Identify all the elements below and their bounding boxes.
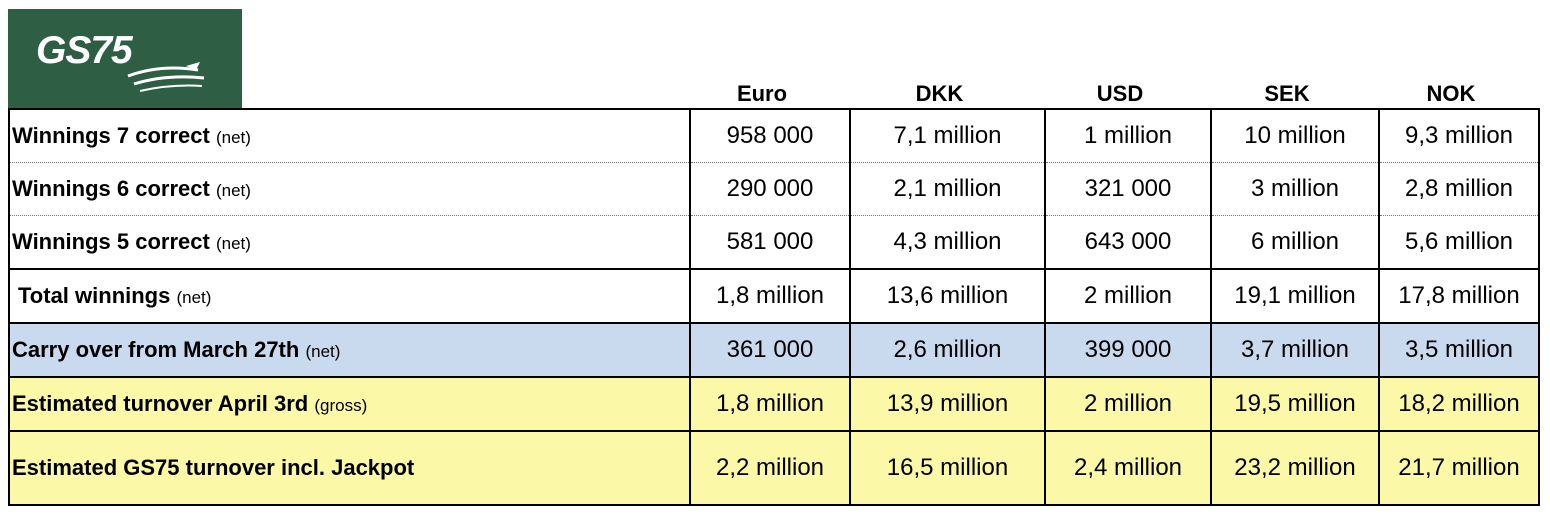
table-row: Winnings 7 correct (net) 958 000 7,1 mil… bbox=[8, 108, 1540, 163]
value-cell: 2,6 million bbox=[850, 323, 1046, 378]
column-header-sek: SEK bbox=[1264, 81, 1310, 106]
column-header-euro: Euro bbox=[736, 81, 788, 106]
value-cell: 10 million bbox=[1211, 108, 1380, 163]
value-cell: 2,2 million bbox=[690, 431, 851, 506]
table-row-carry-over: Carry over from March 27th (net) 361 000… bbox=[8, 323, 1540, 378]
row-qualifier: (net) bbox=[176, 288, 212, 307]
value-cell: 2,8 million bbox=[1379, 162, 1540, 216]
row-label-text: Winnings 6 correct bbox=[12, 176, 210, 201]
value-cell: 2 million bbox=[1045, 377, 1212, 432]
row-label: Estimated turnover April 3rd (gross) bbox=[8, 377, 691, 432]
value-cell: 9,3 million bbox=[1379, 108, 1540, 163]
value-cell: 13,9 million bbox=[850, 377, 1046, 432]
logo-text: GS75 bbox=[36, 29, 133, 72]
value-cell: 4,3 million bbox=[850, 215, 1046, 270]
jackpot-table: Winnings 7 correct (net) 958 000 7,1 mil… bbox=[8, 108, 1540, 506]
value-cell: 2,1 million bbox=[850, 162, 1046, 216]
value-cell: 5,6 million bbox=[1379, 215, 1540, 270]
value-cell: 581 000 bbox=[690, 215, 851, 270]
row-label: Winnings 7 correct (net) bbox=[8, 108, 691, 163]
row-qualifier: (gross) bbox=[314, 396, 368, 415]
value-cell: 3,7 million bbox=[1211, 323, 1380, 378]
row-label-text: Carry over from March 27th bbox=[12, 337, 300, 362]
table-row-estimated-turnover: Estimated turnover April 3rd (gross) 1,8… bbox=[8, 377, 1540, 432]
table-row: Winnings 5 correct (net) 581 000 4,3 mil… bbox=[8, 215, 1540, 270]
value-cell: 19,1 million bbox=[1211, 269, 1380, 324]
value-cell: 1,8 million bbox=[690, 269, 851, 324]
row-qualifier: (net) bbox=[215, 128, 251, 147]
value-cell: 13,6 million bbox=[850, 269, 1046, 324]
horse-speed-lines-icon bbox=[127, 62, 205, 92]
value-cell: 290 000 bbox=[690, 162, 851, 216]
row-label: Total winnings (net) bbox=[8, 269, 691, 324]
value-cell: 3,5 million bbox=[1379, 323, 1540, 378]
value-cell: 6 million bbox=[1211, 215, 1380, 270]
value-cell: 23,2 million bbox=[1211, 431, 1380, 506]
row-label: Winnings 6 correct (net) bbox=[8, 162, 691, 216]
value-cell: 7,1 million bbox=[850, 108, 1046, 163]
gs75-logo: GS75 bbox=[8, 9, 242, 108]
value-cell: 321 000 bbox=[1045, 162, 1212, 216]
table-row-total: Total winnings (net) 1,8 million 13,6 mi… bbox=[8, 269, 1540, 324]
row-label: Carry over from March 27th (net) bbox=[8, 323, 691, 378]
column-header-usd: USD bbox=[1096, 81, 1144, 106]
value-cell: 643 000 bbox=[1045, 215, 1212, 270]
value-cell: 3 million bbox=[1211, 162, 1380, 216]
table-row-estimated-gs75-turnover: Estimated GS75 turnover incl. Jackpot 2,… bbox=[8, 431, 1540, 506]
value-cell: 361 000 bbox=[690, 323, 851, 378]
value-cell: 2 million bbox=[1045, 269, 1212, 324]
row-qualifier: (net) bbox=[215, 234, 251, 253]
value-cell: 18,2 million bbox=[1379, 377, 1540, 432]
value-cell: 19,5 million bbox=[1211, 377, 1380, 432]
value-cell: 21,7 million bbox=[1379, 431, 1540, 506]
row-label: Estimated GS75 turnover incl. Jackpot bbox=[8, 431, 691, 506]
row-label-text: Estimated turnover April 3rd bbox=[12, 391, 309, 416]
row-label-text: Total winnings bbox=[18, 283, 171, 308]
value-cell: 16,5 million bbox=[850, 431, 1046, 506]
column-header-nok: NOK bbox=[1426, 81, 1476, 106]
value-cell: 17,8 million bbox=[1379, 269, 1540, 324]
row-label-text: Winnings 5 correct bbox=[12, 229, 210, 254]
row-qualifier: (net) bbox=[215, 181, 251, 200]
table-row: Winnings 6 correct (net) 290 000 2,1 mil… bbox=[8, 162, 1540, 216]
value-cell: 1 million bbox=[1045, 108, 1212, 163]
value-cell: 399 000 bbox=[1045, 323, 1212, 378]
row-qualifier: (net) bbox=[305, 342, 341, 361]
row-label-text: Winnings 7 correct bbox=[12, 123, 210, 148]
value-cell: 958 000 bbox=[690, 108, 851, 163]
row-label-text: Estimated GS75 turnover incl. Jackpot bbox=[12, 455, 415, 480]
row-label: Winnings 5 correct (net) bbox=[8, 215, 691, 270]
value-cell: 2,4 million bbox=[1045, 431, 1212, 506]
column-header-dkk: DKK bbox=[915, 81, 964, 106]
value-cell: 1,8 million bbox=[690, 377, 851, 432]
